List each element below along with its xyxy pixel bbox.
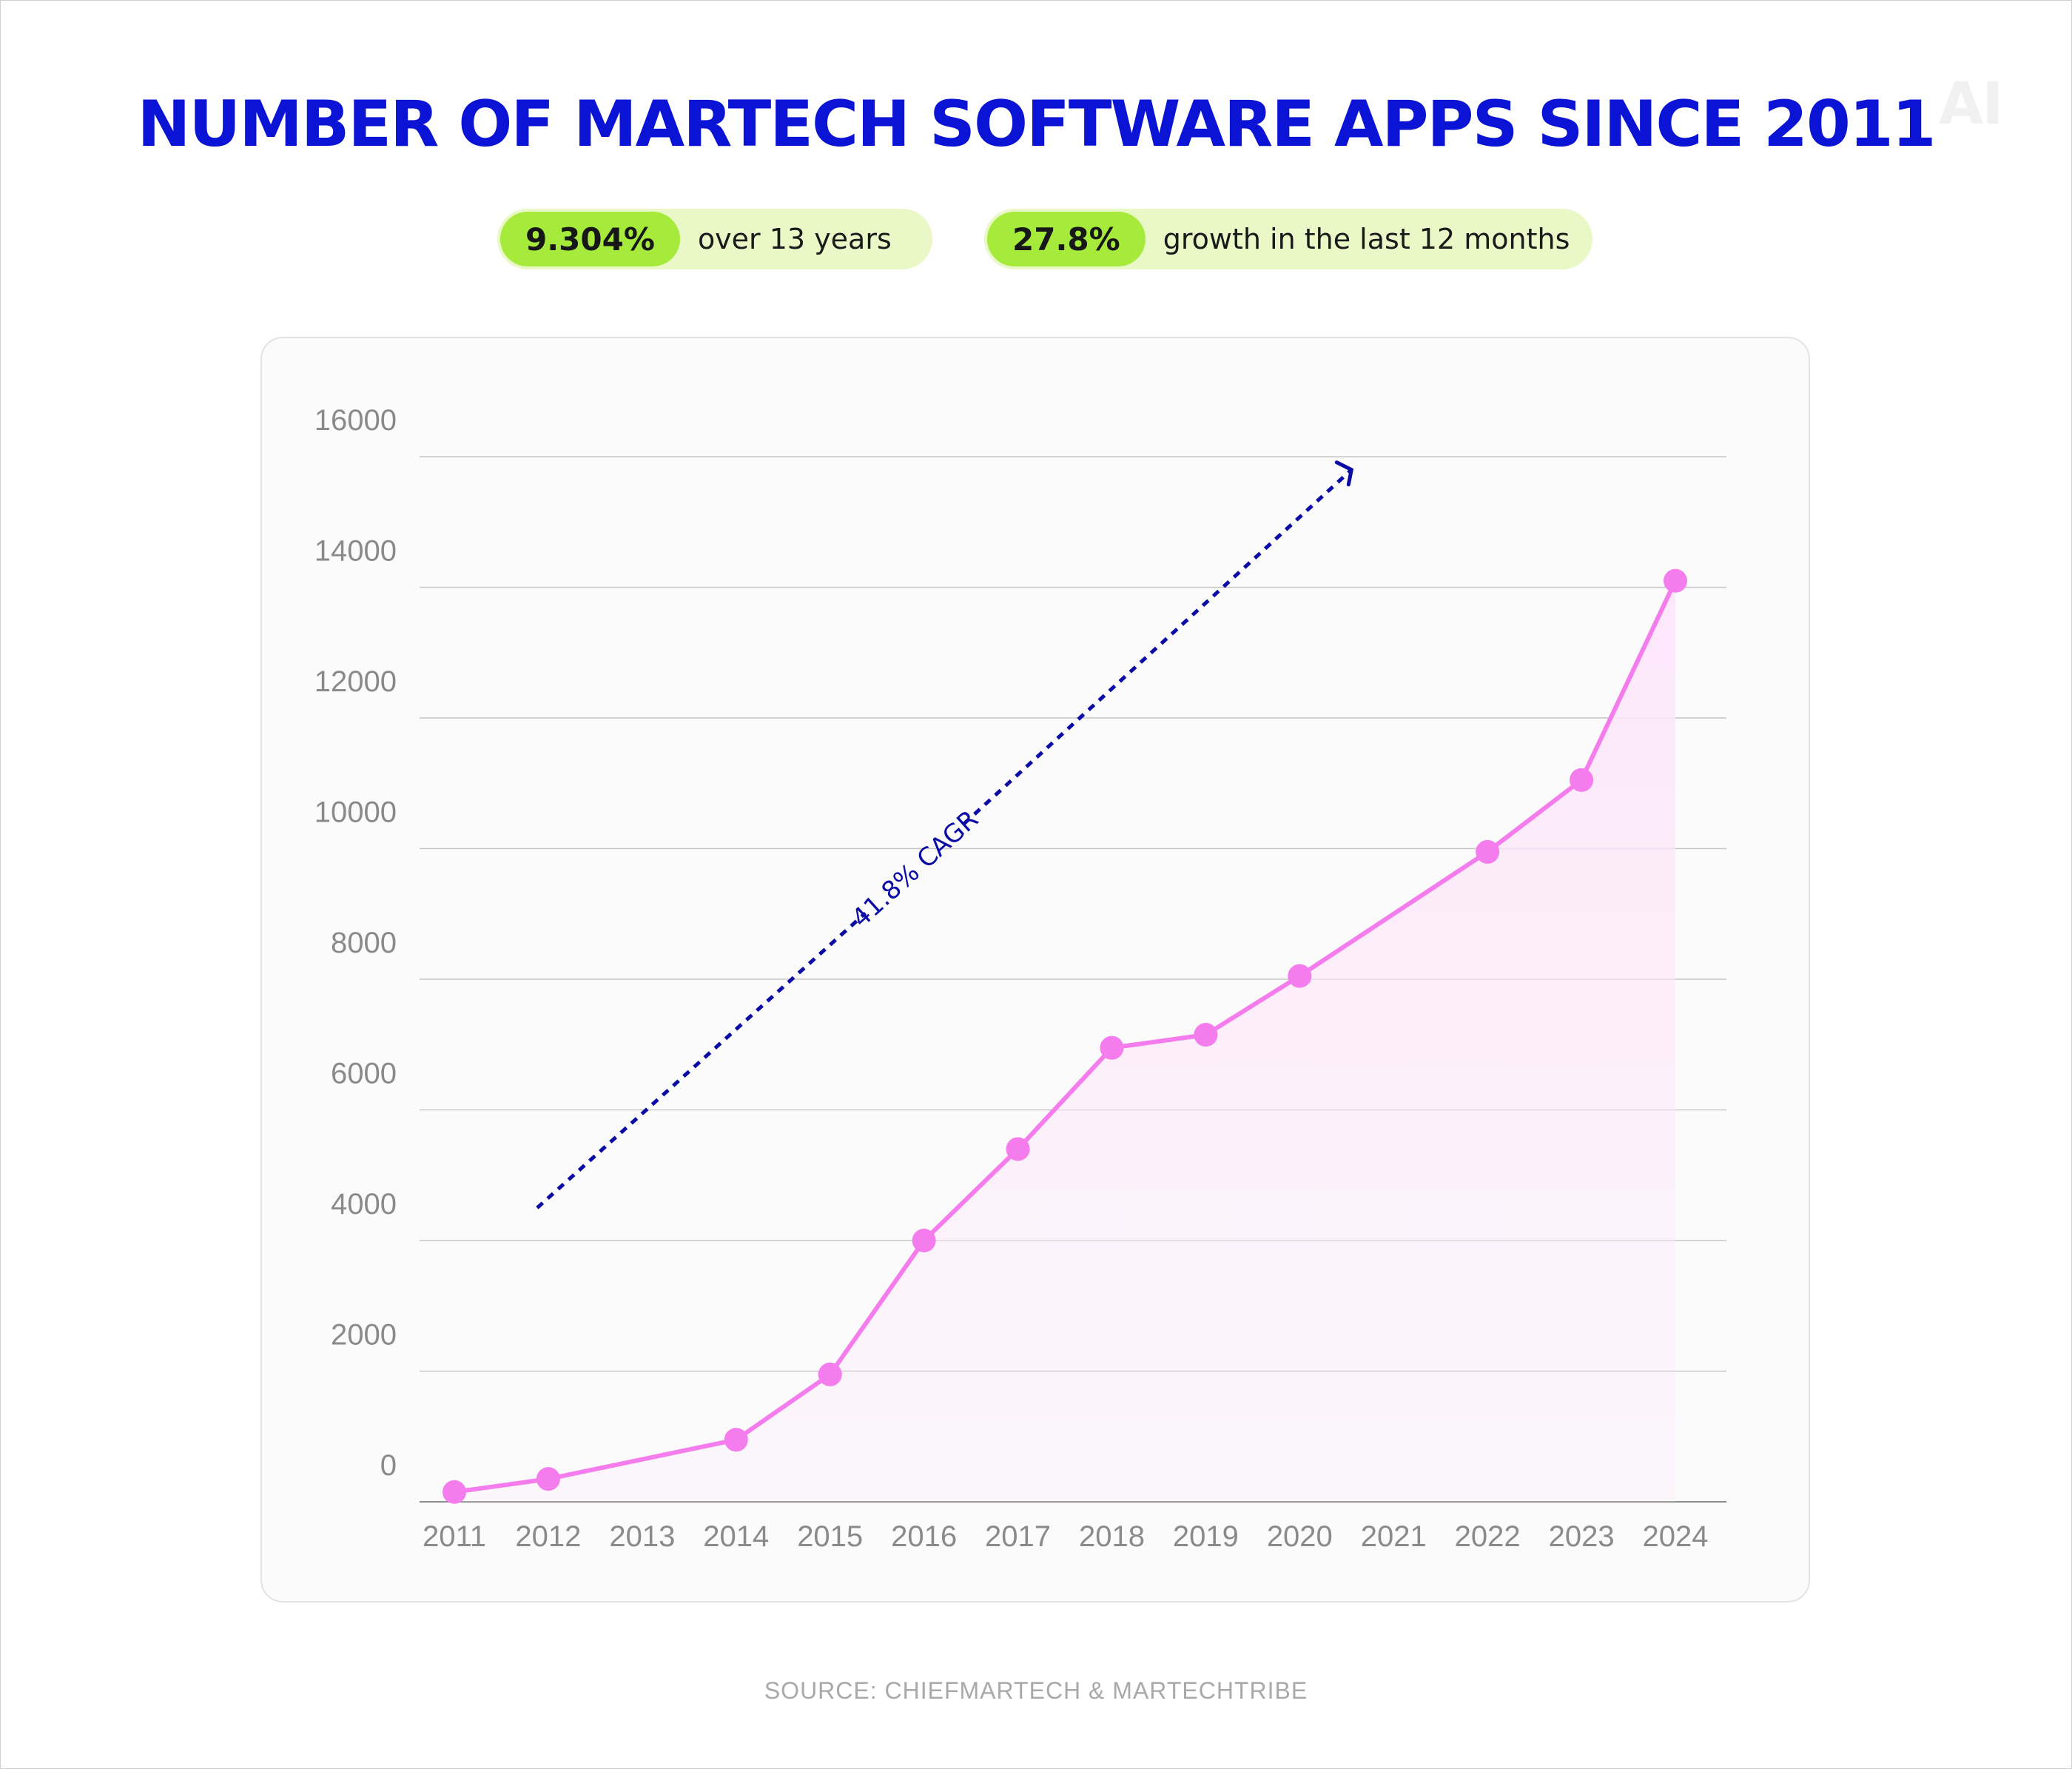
x-axis-tick-labels: 2011 2012 2013 2014 2015 2016 2017 2018 2019 2020…	[423, 1520, 1709, 1553]
x-tick-label: 2011	[423, 1520, 486, 1553]
data-point	[818, 1362, 842, 1386]
x-tick-label: 2020	[1267, 1520, 1333, 1553]
arrow-dash-segment	[963, 468, 1353, 825]
y-axis-tick-labels: 0 2000 4000 6000 8000 10000 12000 14000 16000	[314, 404, 397, 1482]
x-tick-label: 2021	[1361, 1520, 1427, 1553]
stat-label: growth in the last 12 months	[1163, 223, 1570, 255]
arrow-dash-segment	[536, 911, 867, 1209]
data-point	[912, 1229, 936, 1252]
x-tick-label: 2017	[985, 1520, 1051, 1553]
x-tick-label: 2019	[1173, 1520, 1239, 1553]
area-fill	[454, 580, 1675, 1502]
x-tick-label: 2015	[797, 1520, 863, 1553]
x-tick-label: 2012	[515, 1520, 581, 1553]
data-point	[443, 1480, 466, 1504]
x-tick-label: 2013	[609, 1520, 675, 1553]
y-tick-label: 8000	[331, 927, 397, 959]
stat-pill-total-growth: 9.304% over 13 years	[497, 209, 932, 269]
x-tick-label: 2014	[703, 1520, 769, 1553]
cagr-label: 41.8% CAGR	[847, 805, 984, 933]
stat-value: 9.304%	[500, 212, 680, 266]
data-point	[1570, 768, 1594, 792]
x-tick-label: 2022	[1455, 1520, 1521, 1553]
y-tick-label: 12000	[314, 665, 397, 698]
data-points	[443, 568, 1687, 1504]
x-tick-label: 2023	[1549, 1520, 1615, 1553]
data-point	[1476, 839, 1500, 864]
stat-label: over 13 years	[697, 223, 892, 255]
chart-card: 0 2000 4000 6000 8000 10000 12000 14000 16000 20…	[260, 337, 1810, 1602]
arrow-head-icon	[1334, 460, 1354, 487]
data-point	[1194, 1023, 1218, 1047]
y-tick-label: 4000	[331, 1188, 397, 1221]
x-tick-label: 2024	[1643, 1520, 1709, 1553]
x-tick-label: 2016	[891, 1520, 957, 1553]
y-tick-label: 16000	[314, 404, 397, 437]
data-point	[1288, 964, 1312, 988]
data-point	[536, 1467, 560, 1491]
x-tick-label: 2018	[1079, 1520, 1145, 1553]
y-tick-label: 10000	[314, 796, 397, 829]
data-point	[724, 1428, 748, 1452]
y-tick-label: 0	[380, 1449, 397, 1482]
stat-value: 27.8%	[987, 212, 1146, 266]
line-chart: 0 2000 4000 6000 8000 10000 12000 14000 16000 20…	[314, 404, 1726, 1553]
stat-pill-annual-growth: 27.8% growth in the last 12 months	[984, 209, 1592, 269]
chart-title: NUMBER OF MARTECH SOFTWARE APPS SINCE 20…	[137, 87, 1936, 161]
watermark-logo: AI	[1939, 71, 2003, 138]
y-tick-label: 2000	[331, 1319, 397, 1352]
series-line	[454, 580, 1678, 1494]
y-tick-label: 14000	[314, 535, 397, 568]
source-note: SOURCE: CHIEFMARTECH & MARTECHTRIBE	[764, 1677, 1308, 1704]
data-point	[1664, 568, 1687, 593]
y-tick-label: 6000	[331, 1058, 397, 1090]
data-point	[1100, 1035, 1124, 1060]
data-point	[1006, 1137, 1030, 1161]
